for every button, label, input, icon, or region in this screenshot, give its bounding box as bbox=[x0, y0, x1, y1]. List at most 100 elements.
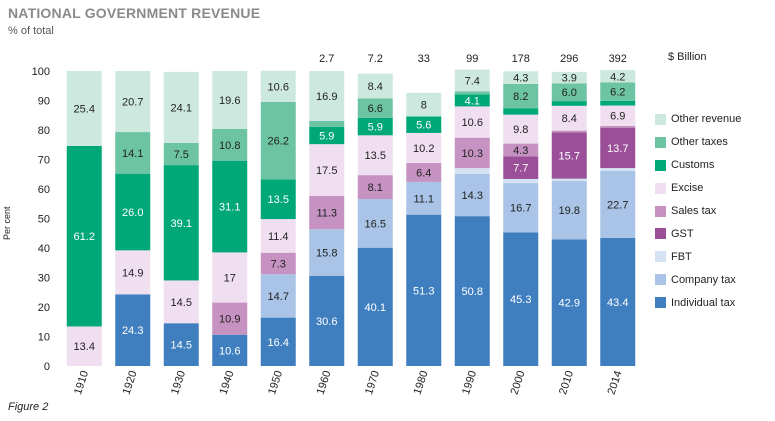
x-tick-label: 1990 bbox=[460, 369, 479, 396]
bar-segment bbox=[260, 179, 296, 220]
legend-swatch bbox=[655, 297, 666, 309]
bar-data-label: 10.6 bbox=[462, 117, 483, 129]
bar-segment bbox=[600, 105, 636, 126]
bar-segment bbox=[357, 98, 393, 118]
bar-data-label: 10.6 bbox=[219, 345, 240, 357]
legend-item: FBT bbox=[655, 245, 741, 268]
bar-data-label: 45.3 bbox=[510, 294, 531, 306]
bar-segment bbox=[357, 73, 393, 99]
bar-data-label: 19.6 bbox=[219, 95, 240, 107]
bar-segment bbox=[406, 92, 442, 117]
bar-data-label: 13.5 bbox=[268, 194, 289, 206]
legend-swatch bbox=[655, 205, 666, 217]
bar-total-label: 99 bbox=[466, 53, 478, 65]
y-tick-label: 0 bbox=[44, 361, 50, 373]
bar-segment bbox=[503, 232, 539, 366]
bar-segment bbox=[503, 114, 539, 144]
bar-segment bbox=[551, 71, 587, 84]
bar-segment bbox=[503, 183, 539, 233]
bar-segment bbox=[600, 168, 636, 172]
legend-item: Sales tax bbox=[655, 200, 741, 223]
bar-segment bbox=[600, 237, 636, 366]
bar-segment bbox=[551, 132, 587, 179]
bar-segment bbox=[406, 163, 442, 182]
x-tick-label: 1940 bbox=[218, 369, 237, 396]
bar-data-label: 4.3 bbox=[513, 145, 528, 157]
bar-segment bbox=[212, 252, 248, 303]
bar-data-label: 7.4 bbox=[465, 75, 480, 87]
bar-data-label: 30.6 bbox=[316, 316, 337, 328]
bar-data-label: 8.1 bbox=[368, 182, 383, 194]
bar-segment bbox=[309, 275, 345, 366]
legend-label: Company tax bbox=[671, 273, 736, 286]
bar-segment bbox=[600, 82, 636, 101]
bar-data-label: 51.3 bbox=[413, 285, 434, 297]
bar-segment bbox=[503, 108, 539, 115]
legend-swatch bbox=[655, 274, 666, 286]
legend-item: Individual tax bbox=[655, 291, 741, 314]
bar-segment bbox=[212, 128, 248, 161]
legend-swatch bbox=[655, 251, 666, 263]
bar-data-label: 6.9 bbox=[610, 111, 625, 123]
bar-data-label: 4.3 bbox=[513, 73, 528, 85]
bar-data-label: 6.2 bbox=[610, 87, 625, 99]
bar-data-label: 22.7 bbox=[607, 199, 628, 211]
bar-segment bbox=[600, 70, 636, 83]
bar-data-label: 6.0 bbox=[562, 87, 577, 99]
bar-segment bbox=[212, 160, 248, 253]
bar-segment bbox=[454, 106, 490, 138]
legend-item: Other revenue bbox=[655, 108, 741, 131]
bar-segment bbox=[551, 101, 587, 106]
bar-data-label: 39.1 bbox=[171, 218, 192, 230]
bar-segment bbox=[600, 125, 636, 128]
bar-data-label: 15.7 bbox=[559, 151, 580, 163]
bar-data-label: 16.7 bbox=[510, 203, 531, 215]
y-tick-label: 100 bbox=[32, 66, 50, 78]
bar-data-label: 61.2 bbox=[74, 231, 95, 243]
x-tick-label: 2010 bbox=[557, 369, 576, 396]
bar-data-label: 13.7 bbox=[607, 143, 628, 155]
bar-segment bbox=[212, 334, 248, 366]
legend-label: FBT bbox=[671, 250, 692, 263]
bar-data-label: 8.4 bbox=[562, 113, 577, 125]
bar-data-label: 4.1 bbox=[465, 95, 480, 107]
bar-total-label: 296 bbox=[560, 53, 578, 65]
bar-segment bbox=[454, 69, 490, 92]
y-tick-label: 50 bbox=[38, 214, 50, 226]
bar-data-label: 10.6 bbox=[268, 81, 289, 93]
bar-segment bbox=[260, 274, 296, 318]
legend-label: Customs bbox=[671, 159, 715, 172]
bar-data-label: 50.8 bbox=[462, 286, 483, 298]
bar-data-label: 25.4 bbox=[74, 103, 95, 115]
chart-legend: Other revenue Other taxes Customs Excise Sal… bbox=[655, 108, 741, 314]
bar-data-label: 8.2 bbox=[513, 91, 528, 103]
bar-segment bbox=[503, 178, 539, 184]
legend-item: Customs bbox=[655, 154, 741, 177]
bar-data-label: 6.4 bbox=[416, 167, 431, 179]
x-tick-label: 1970 bbox=[363, 369, 382, 396]
bar-data-label: 19.8 bbox=[559, 205, 580, 217]
bar-data-label: 40.1 bbox=[365, 302, 386, 314]
bar-data-label: 17.5 bbox=[316, 165, 337, 177]
bar-segment bbox=[357, 175, 393, 200]
legend-swatch bbox=[655, 113, 666, 125]
bar-data-label: 10.9 bbox=[219, 314, 240, 326]
chart-title: NATIONAL GOVERNMENT REVENUE bbox=[8, 5, 261, 21]
bar-segment bbox=[260, 317, 296, 366]
bar-segment bbox=[406, 181, 442, 215]
bar-segment bbox=[260, 70, 296, 102]
bar-data-label: 14.3 bbox=[462, 190, 483, 202]
bar-segment bbox=[406, 132, 442, 164]
x-tick-label: 1980 bbox=[412, 369, 431, 396]
bar-segment bbox=[66, 71, 102, 146]
bar-data-label: 20.7 bbox=[122, 97, 143, 109]
bar-total-label: 178 bbox=[512, 53, 530, 65]
bar-data-label: 16.9 bbox=[316, 91, 337, 103]
bar-data-label: 24.1 bbox=[171, 102, 192, 114]
bar-segment bbox=[260, 101, 296, 180]
bar-data-label: 7.3 bbox=[271, 258, 286, 270]
legend-item: GST bbox=[655, 222, 741, 245]
bar-segment bbox=[212, 71, 248, 129]
x-tick-label: 1910 bbox=[72, 369, 91, 396]
